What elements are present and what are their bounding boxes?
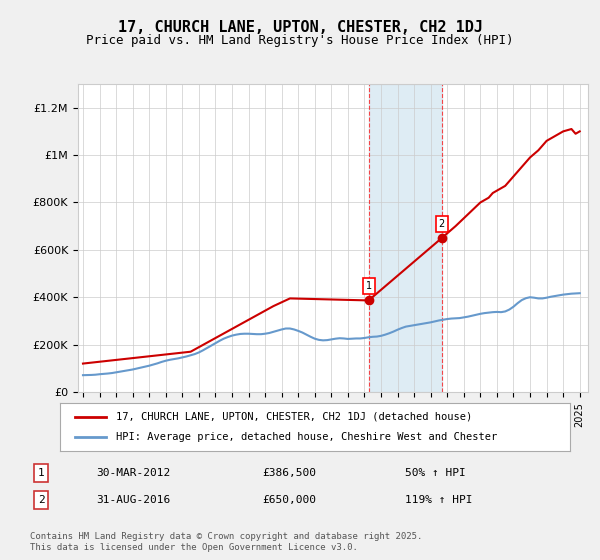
Text: 31-AUG-2016: 31-AUG-2016 (96, 495, 170, 505)
Text: HPI: Average price, detached house, Cheshire West and Chester: HPI: Average price, detached house, Ches… (116, 432, 497, 442)
Text: 50% ↑ HPI: 50% ↑ HPI (406, 468, 466, 478)
Text: 119% ↑ HPI: 119% ↑ HPI (406, 495, 473, 505)
Text: 2: 2 (439, 219, 445, 229)
Bar (368, 84, 442, 392)
Text: 17, CHURCH LANE, UPTON, CHESTER, CH2 1DJ: 17, CHURCH LANE, UPTON, CHESTER, CH2 1DJ (118, 20, 482, 35)
Text: Contains HM Land Registry data © Crown copyright and database right 2025.
This d: Contains HM Land Registry data © Crown c… (30, 532, 422, 552)
Text: Price paid vs. HM Land Registry's House Price Index (HPI): Price paid vs. HM Land Registry's House … (86, 34, 514, 46)
Text: £650,000: £650,000 (262, 495, 316, 505)
Text: 17, CHURCH LANE, UPTON, CHESTER, CH2 1DJ (detached house): 17, CHURCH LANE, UPTON, CHESTER, CH2 1DJ… (116, 412, 472, 422)
Text: 1: 1 (365, 281, 371, 291)
Text: 1: 1 (38, 468, 44, 478)
Text: 2: 2 (38, 495, 44, 505)
Text: 30-MAR-2012: 30-MAR-2012 (96, 468, 170, 478)
Text: £386,500: £386,500 (262, 468, 316, 478)
